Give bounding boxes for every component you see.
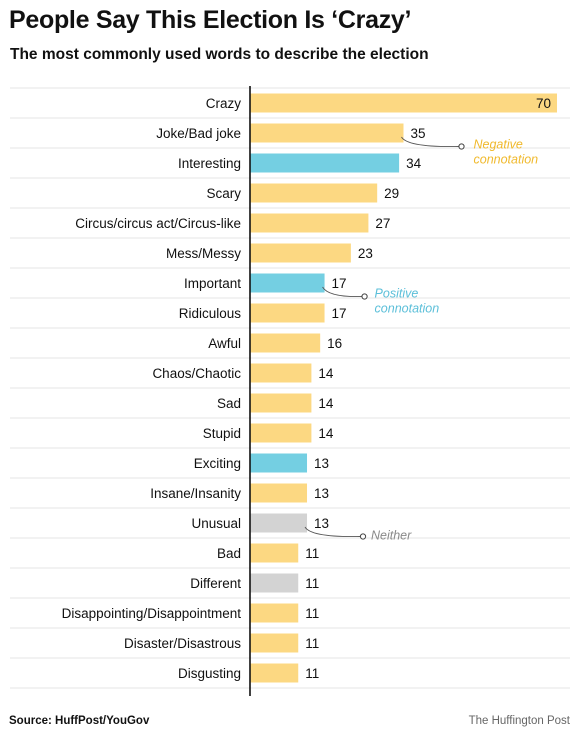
bar: [250, 303, 325, 323]
annotation-label: connotation: [375, 302, 440, 316]
bar: [250, 363, 312, 383]
data-label: 35: [411, 126, 426, 141]
bar: [250, 123, 404, 143]
category-label: Circus/circus act/Circus-like: [75, 216, 241, 231]
bar: [250, 93, 557, 113]
bar: [250, 633, 299, 653]
annotation-label: connotation: [474, 153, 539, 167]
data-label: 70: [536, 96, 551, 111]
annotation-label: Negative: [474, 138, 523, 152]
category-label: Crazy: [206, 96, 242, 111]
annotation-leader-line: [322, 286, 363, 298]
source-note: Source: HuffPost/YouGov: [9, 715, 150, 727]
data-label: 11: [305, 546, 319, 561]
category-label: Interesting: [178, 156, 241, 171]
data-label: 11: [305, 576, 319, 591]
data-label: 14: [318, 426, 334, 441]
annotation-marker: [359, 533, 367, 540]
category-label: Exciting: [194, 456, 241, 471]
category-label: Awful: [208, 336, 241, 351]
category-label: Disappointing/Disappointment: [62, 606, 242, 621]
data-label: 11: [305, 666, 319, 681]
category-label: Scary: [206, 186, 241, 201]
data-label: 34: [406, 156, 422, 171]
bar: [250, 513, 308, 533]
data-label: 14: [318, 396, 334, 411]
data-label: 13: [314, 486, 329, 501]
data-label: 11: [305, 606, 319, 621]
annotation-marker: [361, 293, 368, 300]
bar: [250, 453, 308, 473]
bar: [250, 663, 299, 683]
data-label: 29: [384, 186, 399, 201]
data-label: 23: [358, 246, 373, 261]
bar: [250, 573, 299, 593]
category-label: Insane/Insanity: [150, 486, 241, 501]
annotation-label: Positive: [375, 287, 419, 301]
category-label: Disaster/Disastrous: [124, 636, 241, 651]
data-label: 13: [314, 456, 329, 471]
category-label: Bad: [217, 546, 241, 561]
data-label: 27: [375, 216, 390, 231]
data-label: 17: [332, 306, 347, 321]
bar: [250, 543, 299, 563]
chart-title: People Say This Election Is ‘Crazy’: [9, 6, 412, 34]
category-label: Sad: [217, 396, 241, 411]
data-label: 16: [327, 336, 342, 351]
category-label: Different: [190, 576, 241, 591]
bar: [250, 333, 321, 353]
category-label: Disgusting: [178, 666, 241, 681]
category-label: Chaos/Chaotic: [152, 366, 241, 381]
bar: [250, 213, 369, 233]
annotation-marker: [458, 143, 465, 150]
data-label: 17: [332, 276, 347, 291]
bar: [250, 483, 308, 503]
bar: [250, 243, 351, 263]
data-label: 11: [305, 636, 319, 651]
annotation-leader-line: [304, 526, 362, 538]
category-label: Stupid: [203, 426, 241, 441]
bar: [250, 183, 378, 203]
bar: [250, 153, 400, 173]
chart-subtitle: The most commonly used words to describe…: [10, 46, 429, 63]
category-label: Ridiculous: [179, 306, 242, 321]
annotation-leader-line: [401, 136, 460, 148]
bar: [250, 423, 312, 443]
category-label: Mess/Messy: [166, 246, 241, 261]
data-label: 14: [318, 366, 334, 381]
publisher-credit: The Huffington Post: [468, 715, 570, 727]
bar: [250, 603, 299, 623]
data-label: 13: [314, 516, 329, 531]
category-label: Joke/Bad joke: [156, 126, 241, 141]
category-label: Unusual: [191, 516, 241, 531]
bar: [250, 273, 325, 293]
annotation-label: Neither: [371, 529, 412, 543]
bar: [250, 393, 312, 413]
category-label: Important: [184, 276, 241, 291]
